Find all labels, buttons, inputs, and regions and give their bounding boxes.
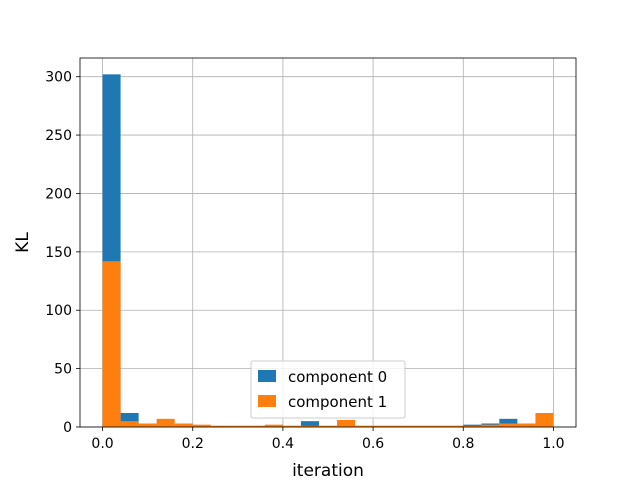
- legend-label-component-1: component 1: [288, 393, 387, 411]
- bar-component-1: [337, 419, 356, 427]
- x-axis-label: iteration: [292, 461, 364, 480]
- bar-component-1: [391, 425, 410, 427]
- bar-component-1: [427, 425, 446, 427]
- x-tick-label: 0.8: [452, 436, 474, 452]
- y-tick-label: 0: [63, 420, 72, 436]
- x-tick-label: 0.0: [91, 436, 113, 452]
- bar-component-1: [355, 425, 374, 427]
- x-axis-ticks: 0.0 0.2 0.4 0.6 0.8 1.0: [91, 427, 565, 452]
- bar-component-1: [517, 423, 536, 427]
- bar-component-1: [318, 425, 338, 427]
- bar-component-1: [228, 425, 247, 427]
- bar-component-1: [481, 424, 500, 427]
- y-tick-label: 100: [45, 303, 72, 319]
- y-tick-label: 200: [45, 186, 72, 202]
- y-axis-label: KL: [13, 232, 33, 253]
- bar-component-1: [373, 425, 392, 427]
- bar-component-0: [499, 418, 518, 427]
- x-tick-label: 0.4: [272, 436, 294, 452]
- bar-component-0: [300, 421, 319, 427]
- plot-frame: [79, 57, 577, 428]
- legend-swatch-component-0: [258, 370, 276, 382]
- x-tick-label: 1.0: [542, 436, 564, 452]
- legend: component 0 component 1: [250, 360, 406, 419]
- bar-component-1: [463, 425, 482, 427]
- bar-component-1: [246, 425, 265, 427]
- bar-component-1: [138, 423, 157, 427]
- y-tick-label: 250: [45, 128, 72, 144]
- bars: [102, 74, 554, 428]
- legend-label-component-0: component 0: [288, 368, 387, 386]
- bar-component-1: [409, 425, 428, 427]
- bar-component-1: [102, 261, 121, 427]
- bar-component-1: [174, 423, 193, 427]
- x-tick-label: 0.6: [362, 436, 384, 452]
- legend-box: [250, 360, 406, 419]
- bar-component-1: [535, 412, 554, 427]
- bar-component-1: [264, 424, 283, 427]
- y-tick-label: 50: [54, 362, 72, 378]
- x-tick-label: 0.2: [182, 436, 204, 452]
- grid: [80, 58, 576, 428]
- y-tick-label: 300: [45, 70, 72, 86]
- bar-component-1: [282, 425, 301, 427]
- bar-component-1: [192, 424, 211, 427]
- legend-swatch-component-1: [258, 395, 276, 407]
- y-tick-label: 150: [45, 245, 72, 261]
- y-axis-ticks: 0 50 100 150 200 250 300: [45, 70, 80, 436]
- bar-component-1: [210, 425, 229, 427]
- bar-component-1: [499, 423, 518, 427]
- bar-component-1: [156, 418, 175, 427]
- bar-component-1: [300, 425, 319, 427]
- bar-component-1: [120, 421, 139, 427]
- bar-component-1: [445, 425, 464, 427]
